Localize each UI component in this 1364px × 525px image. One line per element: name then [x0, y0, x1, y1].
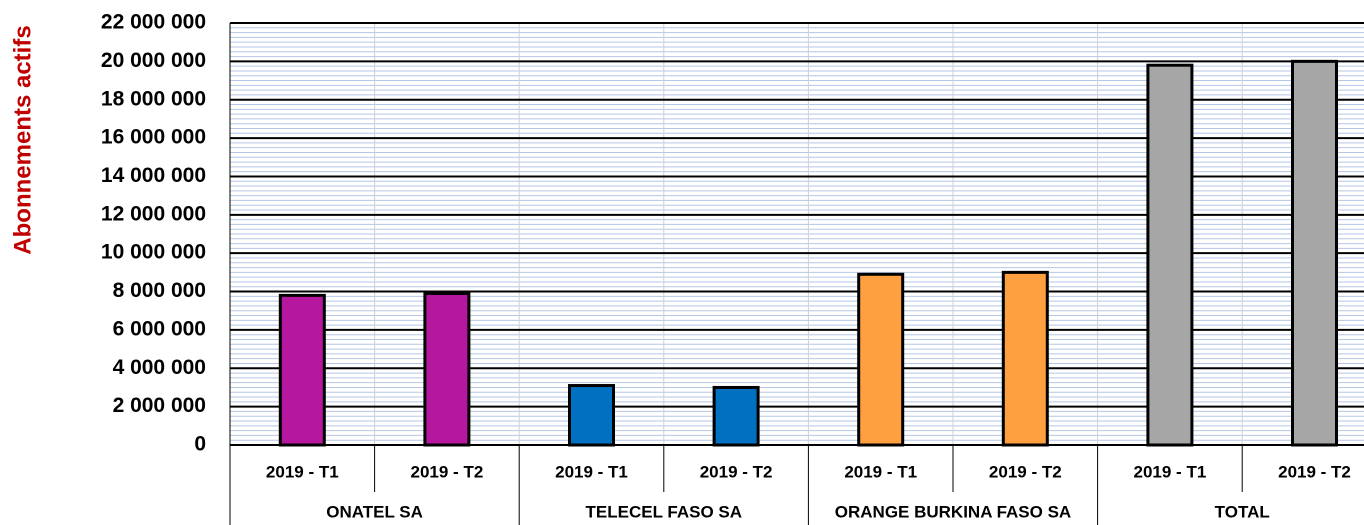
- x-tick-label: 2019 - T2: [989, 462, 1062, 481]
- x-tick-label: 2019 - T1: [844, 462, 917, 481]
- bar: [1291, 59, 1338, 447]
- x-tick-label: 2019 - T2: [411, 462, 484, 481]
- y-tick-label: 2 000 000: [113, 394, 206, 417]
- y-tick-label: 10 000 000: [101, 241, 206, 264]
- y-tick-label: 12 000 000: [101, 202, 206, 225]
- x-tick-label: 2019 - T2: [700, 462, 773, 481]
- x-tick-label: 2019 - T1: [266, 462, 339, 481]
- y-tick-label: 8 000 000: [113, 279, 206, 302]
- bar: [712, 385, 760, 447]
- y-tick-label: 14 000 000: [101, 164, 206, 187]
- x-tick-label: 2019 - T2: [1278, 462, 1351, 481]
- y-tick-label: 4 000 000: [113, 356, 206, 379]
- bar: [857, 272, 905, 447]
- bar: [1146, 63, 1194, 447]
- x-tick-label: 2019 - T1: [1134, 462, 1207, 481]
- group-label: ORANGE BURKINA FASO SA: [835, 502, 1071, 521]
- y-tick-label: 6 000 000: [113, 317, 206, 340]
- group-label: ONATEL SA: [326, 502, 423, 521]
- x-tick-label: 2019 - T1: [555, 462, 628, 481]
- y-tick-label: 20 000 000: [101, 49, 206, 72]
- group-label: TELECEL FASO SA: [586, 502, 743, 521]
- bar: [568, 384, 615, 447]
- bar: [278, 293, 326, 447]
- y-tick-label: 0: [194, 433, 206, 456]
- group-label: TOTAL: [1215, 502, 1270, 521]
- y-tick-label: 22 000 000: [101, 11, 206, 34]
- y-axis-title: Abonnements actifs: [9, 25, 36, 254]
- y-tick-label: 18 000 000: [101, 87, 206, 110]
- bar: [1001, 270, 1049, 447]
- y-tick-label: 16 000 000: [101, 126, 206, 149]
- bar: [423, 291, 471, 447]
